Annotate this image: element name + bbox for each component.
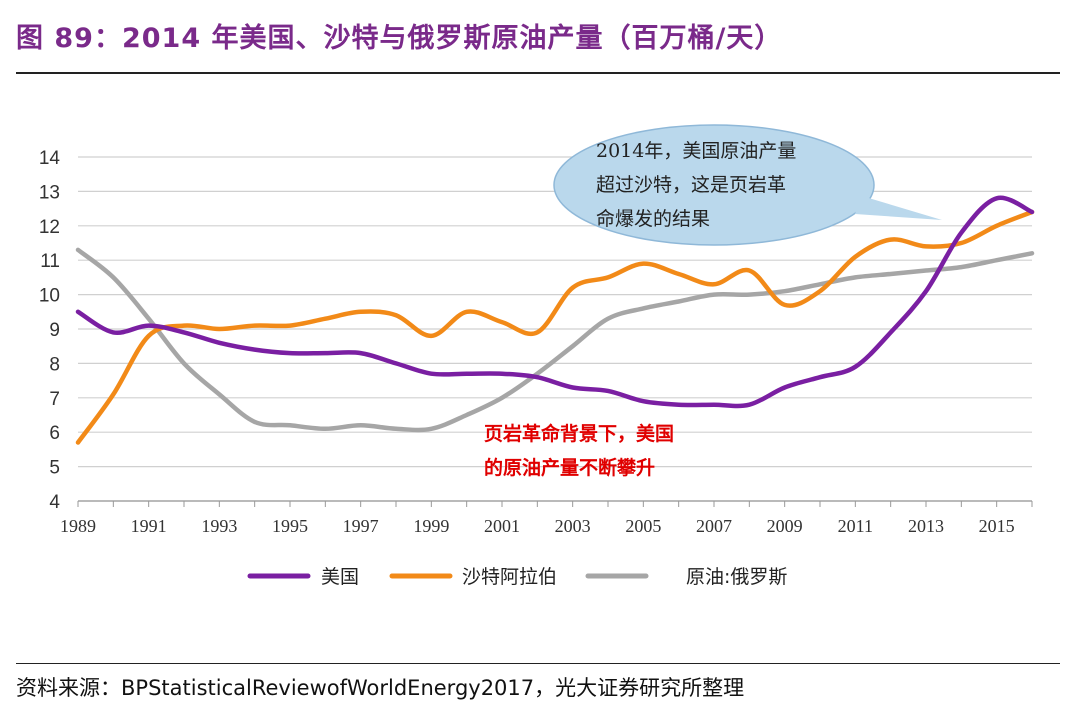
x-tick-label: 2011 (838, 516, 873, 536)
series-line-2 (75, 247, 1035, 433)
x-tick-label: 2013 (908, 516, 944, 536)
x-tick-label: 2015 (979, 516, 1015, 536)
callout-text-line: 命爆发的结果 (596, 208, 710, 230)
x-tick-label: 1995 (272, 516, 308, 536)
red-annotation-line: 页岩革命背景下，美国 (484, 422, 674, 445)
series-lines (75, 195, 1035, 445)
callout-text-line: 超过沙特，这是页岩革 (596, 174, 786, 196)
y-tick-label: 5 (49, 458, 60, 479)
x-tick-label: 1991 (131, 516, 167, 536)
x-tick-label: 2007 (696, 516, 732, 536)
legend-label-2: 原油:俄罗斯 (686, 566, 787, 588)
y-tick-label: 12 (39, 217, 60, 238)
x-axis-ticks: 1989 1991 1993 1995 1997 1999 2001 2003 2005 2007… (60, 501, 1033, 536)
y-tick-label: 10 (39, 286, 60, 307)
y-tick-label: 11 (40, 251, 60, 272)
y-tick-label: 13 (39, 182, 60, 203)
x-tick-label: 1999 (413, 516, 449, 536)
x-tick-label: 1989 (60, 516, 96, 536)
y-axis-ticks: 4 5 6 7 8 9 10 11 12 13 14 (39, 148, 61, 513)
x-tick-label: 2005 (625, 516, 661, 536)
y-tick-label: 9 (49, 320, 60, 341)
legend-label-0: 美国 (321, 566, 359, 588)
y-tick-label: 8 (49, 354, 60, 375)
y-tick-label: 14 (39, 148, 61, 169)
y-tick-label: 4 (49, 492, 60, 513)
legend-label-1: 沙特阿拉伯 (462, 566, 557, 588)
x-tick-label: 2001 (484, 516, 520, 536)
page-title: 图 89：2014 年美国、沙特与俄罗斯原油产量（百万桶/天） (16, 23, 783, 54)
series-line-0 (75, 195, 1035, 409)
red-annotation-line: 的原油产量不断攀升 (484, 456, 655, 479)
series-line-1 (75, 209, 1035, 445)
callout-text-line: 2014年，美国原油产量 (596, 140, 796, 162)
y-tick-label: 6 (49, 423, 60, 444)
x-tick-label: 2003 (555, 516, 591, 536)
callout-pointer (855, 196, 942, 220)
x-tick-label: 1993 (201, 516, 237, 536)
title-divider (16, 72, 1060, 74)
footer-divider (16, 663, 1060, 664)
x-tick-label: 1997 (343, 516, 379, 536)
callout-ellipse (553, 124, 875, 246)
legend: 美国 沙特阿拉伯 原油:俄罗斯 (247, 566, 787, 588)
y-tick-label: 7 (49, 389, 60, 410)
source-note: 资料来源：BPStatisticalReviewofWorldEnergy201… (16, 676, 745, 700)
x-tick-label: 2009 (767, 516, 803, 536)
